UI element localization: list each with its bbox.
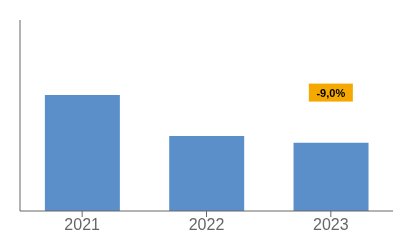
svg-text:2021: 2021 xyxy=(64,216,100,233)
svg-text:2023: 2023 xyxy=(313,216,349,233)
svg-text:2022: 2022 xyxy=(189,216,225,233)
svg-text:-9,0%: -9,0% xyxy=(316,87,345,99)
